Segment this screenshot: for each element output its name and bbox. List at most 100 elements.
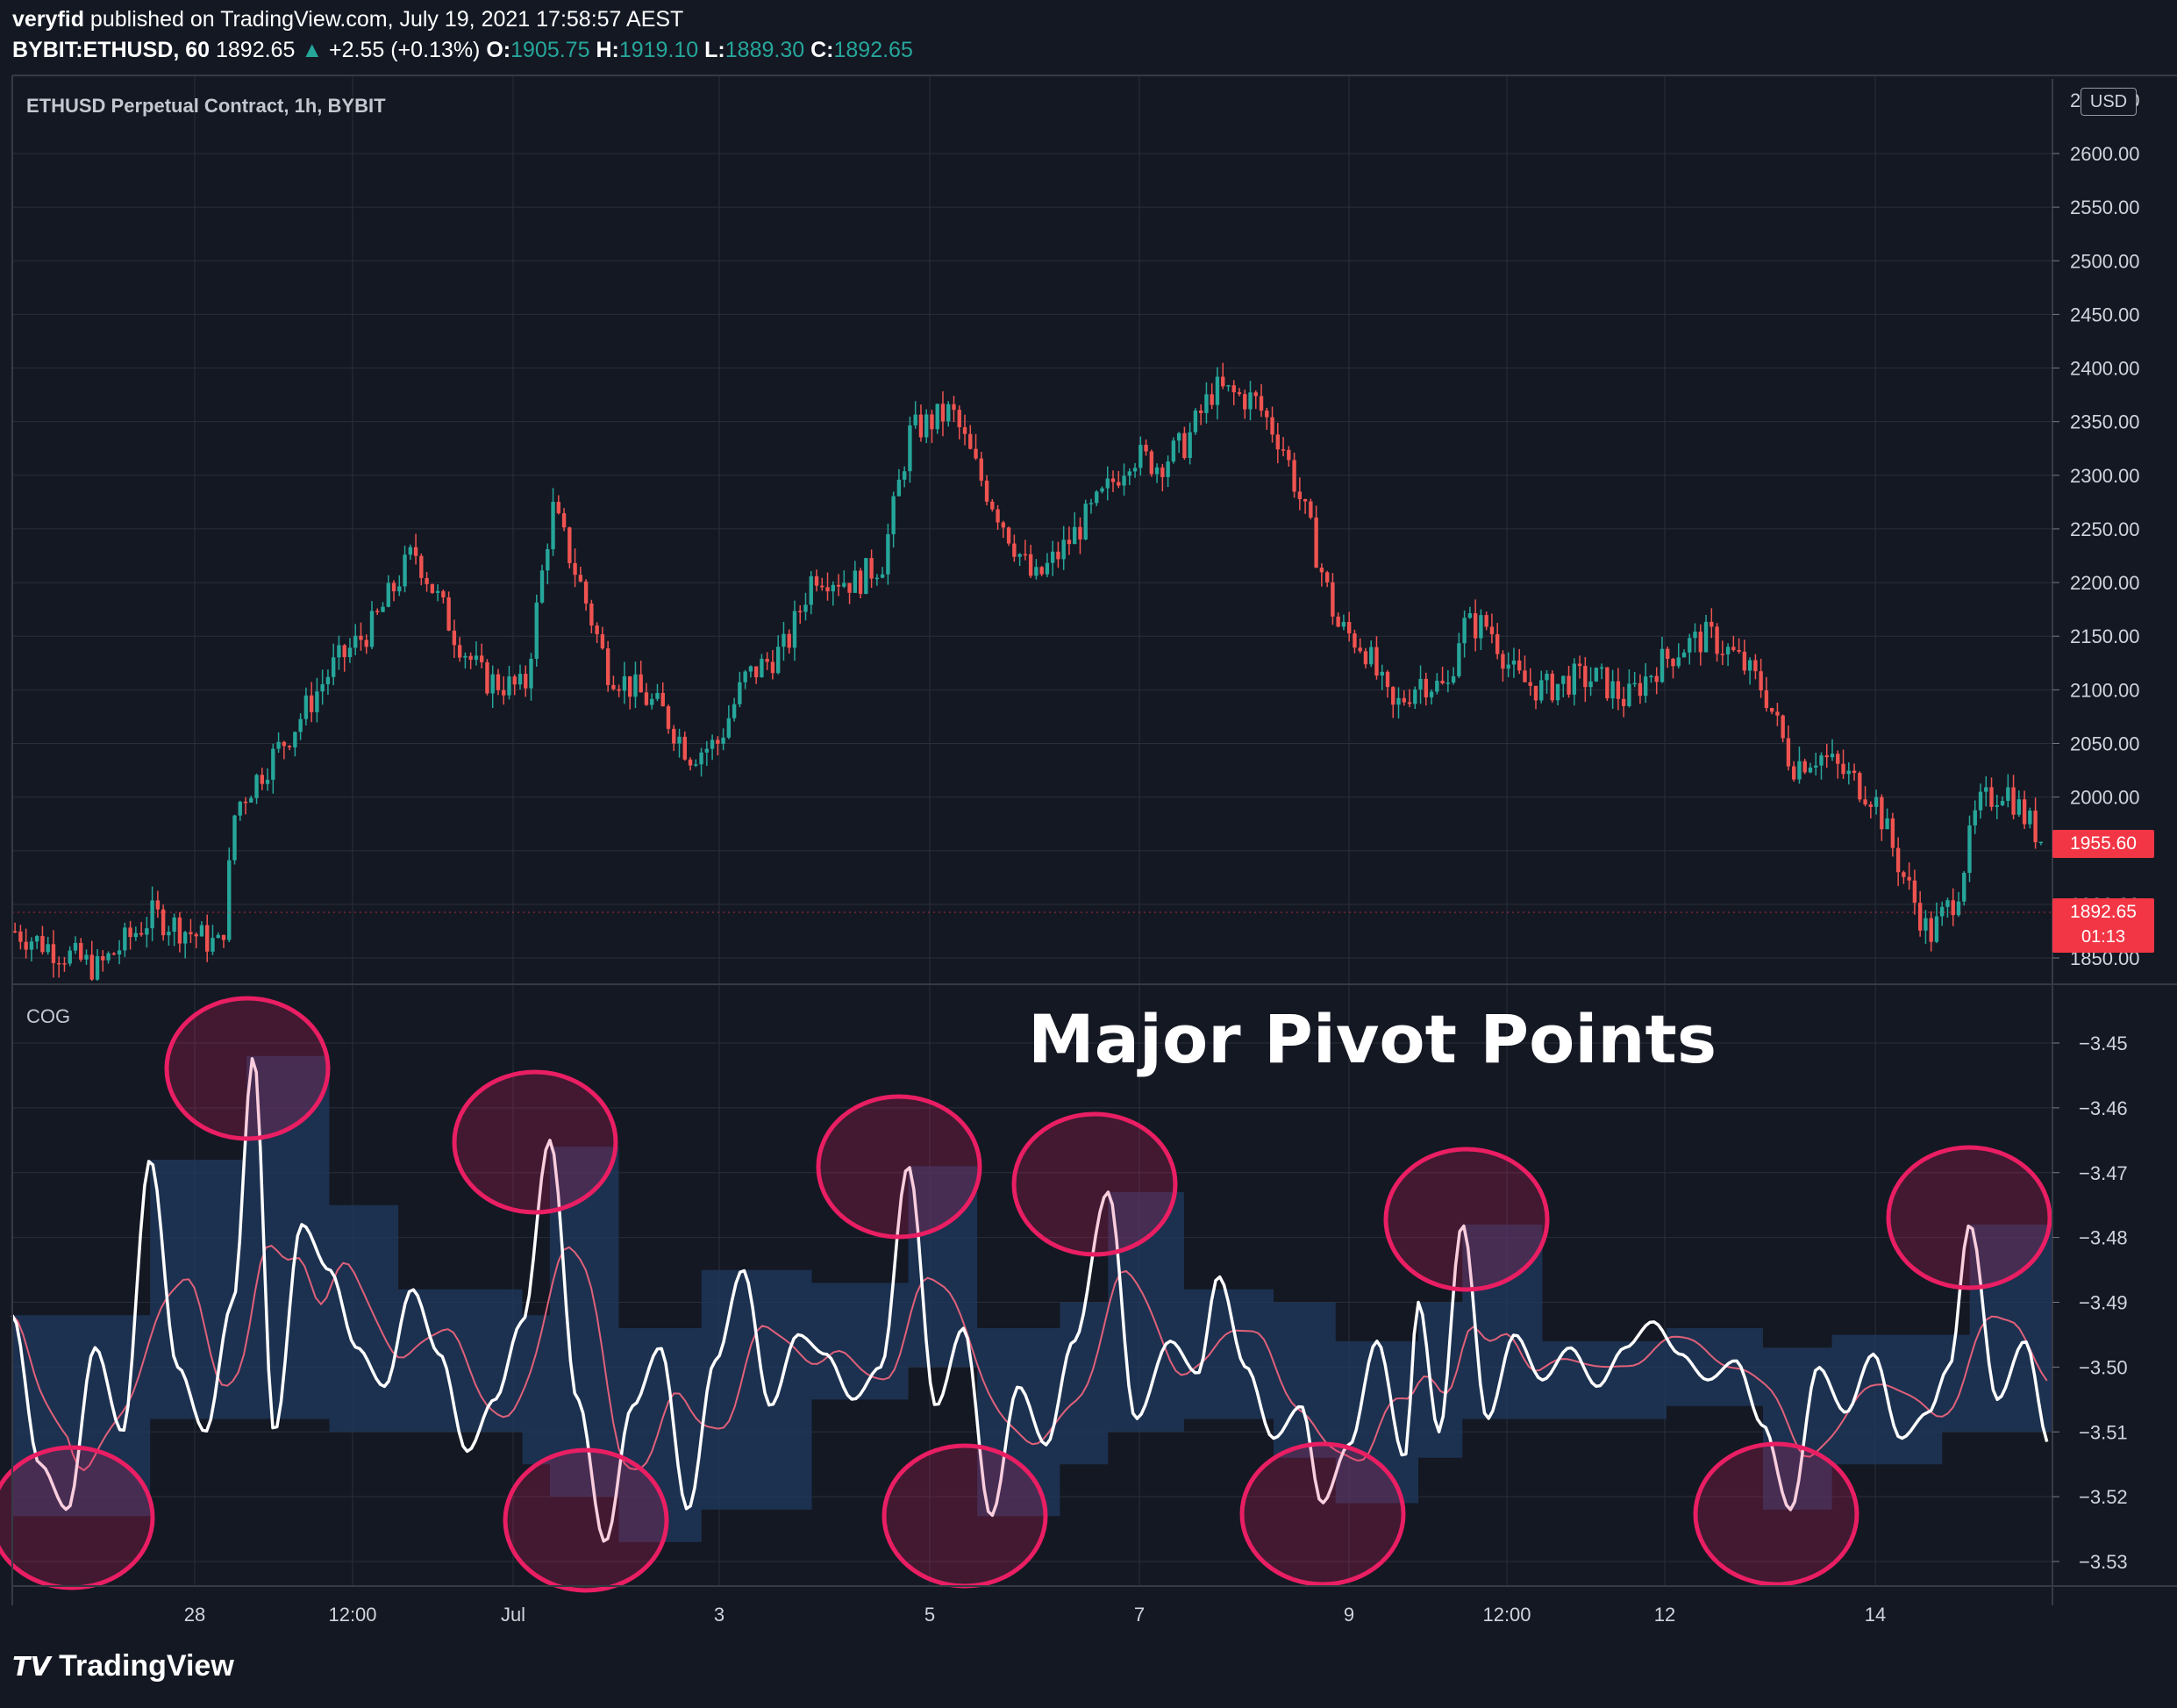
candle-body <box>1281 449 1286 451</box>
candle-body <box>803 604 808 612</box>
candle-body <box>1956 901 1961 916</box>
pivot-circles <box>0 996 2052 1593</box>
publisher-name[interactable]: veryfid <box>12 7 84 32</box>
candle-body <box>1567 675 1571 695</box>
candle-body <box>1797 761 1802 780</box>
candle-body <box>896 479 902 497</box>
price-tick-label: 2150.00 <box>2070 625 2140 647</box>
candle-body <box>748 666 753 672</box>
candle-body <box>189 932 193 934</box>
candle-body <box>128 927 132 938</box>
candle-body <box>760 658 764 678</box>
candle-body <box>1703 621 1709 653</box>
candle-body <box>1023 554 1028 556</box>
candle-body <box>1226 385 1231 387</box>
candle-body <box>1435 681 1439 692</box>
candle-body <box>73 942 78 951</box>
candle-body <box>990 501 995 510</box>
candle-body <box>1056 551 1060 560</box>
currency-button[interactable]: USD <box>2081 88 2137 116</box>
candle-body <box>524 674 528 689</box>
candle-body <box>1759 671 1763 691</box>
pivot-circle <box>1886 1145 2052 1290</box>
candle-body <box>1374 647 1379 676</box>
cog-pane-title: COG <box>26 1005 71 1027</box>
candle-body <box>1402 697 1406 703</box>
candle-body <box>1709 621 1714 627</box>
candle-body <box>1292 460 1296 492</box>
cog-tick-label: −3.46 <box>2079 1097 2128 1119</box>
cog-tick-label: −3.49 <box>2079 1292 2128 1314</box>
candle-body <box>238 801 242 816</box>
candle-body <box>325 676 331 684</box>
candle-body <box>561 513 567 528</box>
cog-tick-label: −3.50 <box>2079 1356 2128 1378</box>
candle-body <box>556 502 561 514</box>
candle-body <box>1693 632 1697 639</box>
candle-body <box>677 736 682 744</box>
candle-body <box>1176 432 1181 441</box>
candle-body <box>1341 621 1346 627</box>
candle-body <box>1193 411 1198 432</box>
candle-body <box>1852 770 1857 774</box>
cog-tick-label: −3.47 <box>2079 1162 2128 1184</box>
candle-body <box>1265 411 1269 418</box>
cog-tick-label: −3.48 <box>2079 1227 2128 1249</box>
tradingview-logo[interactable]: 𝙏𝙑 TradingView <box>12 1649 234 1683</box>
time-tick-label: 12 <box>1654 1604 1675 1626</box>
candle-body <box>2028 810 2032 825</box>
candle-body <box>1319 568 1324 573</box>
candle-body <box>347 647 353 658</box>
candle-body <box>1681 652 1687 658</box>
candle-body <box>1517 660 1522 671</box>
candle-body <box>1028 554 1033 576</box>
candle-body <box>836 584 841 587</box>
candle-body <box>1792 766 1796 780</box>
price-pane-title: ETHUSD Perpetual Contract, 1h, BYBIT <box>26 95 386 117</box>
candle-body <box>1858 773 1862 800</box>
candle-body <box>2022 799 2027 825</box>
candle-body <box>1599 667 1604 669</box>
candle-body <box>1846 770 1851 775</box>
candle-body <box>1501 654 1505 669</box>
candle-body <box>1545 673 1549 681</box>
candle-body <box>1210 394 1214 405</box>
candle-body <box>792 611 797 648</box>
candle-body <box>633 674 638 697</box>
candle-body <box>468 655 473 661</box>
candle-body <box>1610 681 1615 699</box>
candle-body <box>2000 800 2005 805</box>
candle-body <box>639 674 643 693</box>
candle-body <box>1583 666 1588 688</box>
candle-body <box>337 645 341 658</box>
candle-body <box>84 954 89 960</box>
candle-body <box>1303 499 1308 502</box>
up-arrow-icon: ▲ <box>301 38 324 62</box>
candle-body <box>1973 810 1977 825</box>
candle-body <box>139 933 144 935</box>
candle-body <box>853 570 858 593</box>
candle-body <box>1017 554 1022 557</box>
candle-body <box>1995 804 1999 807</box>
candle-body <box>710 740 715 749</box>
candle-body <box>216 934 220 939</box>
candle-body <box>765 658 769 662</box>
candle-body <box>403 554 407 587</box>
candle-body <box>1764 690 1769 708</box>
candle-body <box>199 925 204 937</box>
candle-body <box>688 759 693 766</box>
time-tick-label: 9 <box>1344 1604 1354 1626</box>
symbol-label[interactable]: BYBIT:ETHUSD, 60 <box>12 38 211 62</box>
candle-body <box>95 955 100 980</box>
candle-body <box>694 764 698 766</box>
price-tick-label: 2050.00 <box>2070 733 2140 754</box>
candle-body <box>573 562 577 575</box>
candle-body <box>375 611 380 612</box>
low-value: 1889.30 <box>724 38 805 62</box>
pivot-circle <box>882 1443 1048 1589</box>
candle-body <box>1100 488 1104 492</box>
candle-body <box>1457 643 1461 676</box>
price-tick-label: 2550.00 <box>2070 197 2140 218</box>
candle-body <box>507 676 511 696</box>
candle-body <box>1924 918 1928 931</box>
